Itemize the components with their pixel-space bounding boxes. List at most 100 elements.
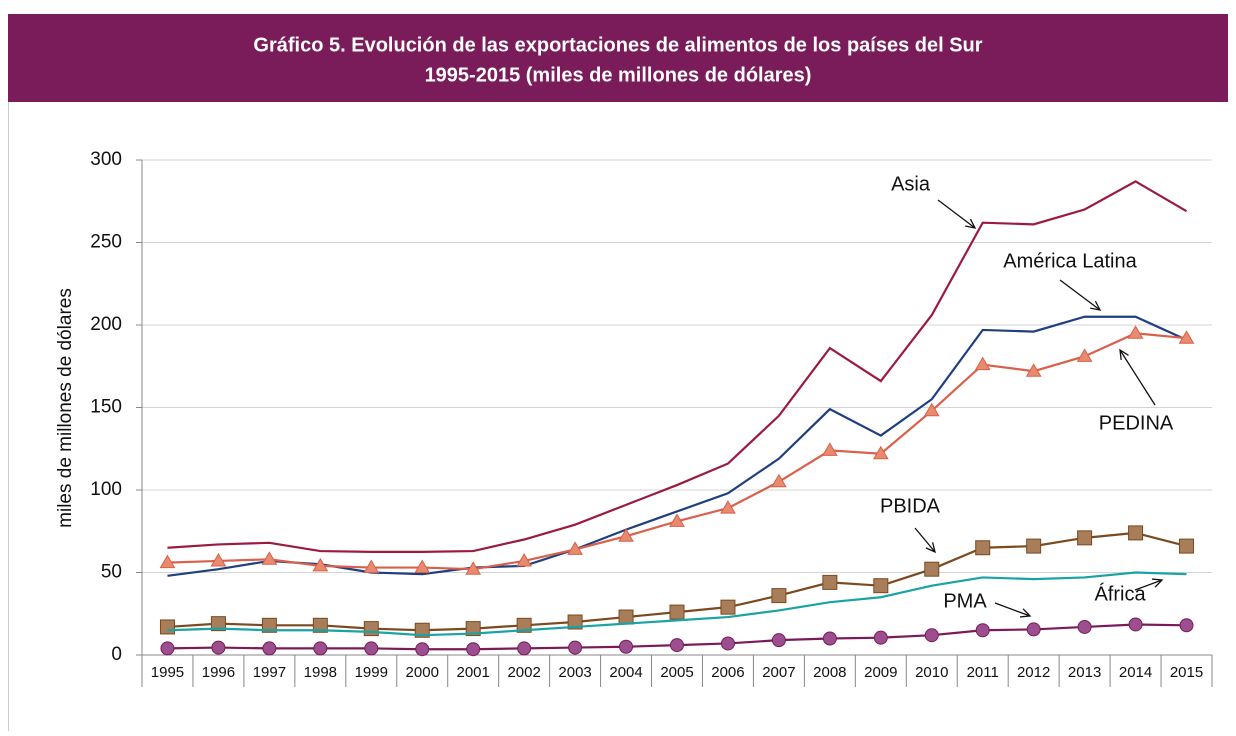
series-line (167, 180, 1188, 553)
series-label: África (1094, 582, 1146, 605)
marker (415, 642, 430, 657)
marker (1026, 622, 1041, 637)
marker (210, 616, 226, 632)
x-tick-label: 2007 (762, 664, 795, 681)
annotation-arrowhead (1090, 300, 1102, 311)
marker (465, 561, 482, 575)
annotation-arrowhead (965, 218, 977, 229)
series-line (167, 315, 1187, 577)
marker (1025, 363, 1042, 377)
marker (822, 574, 838, 590)
annotation-arrow (1059, 279, 1101, 311)
marker (516, 617, 532, 633)
annotation-arrowhead (925, 542, 936, 554)
annotation-arrow (1119, 349, 1156, 406)
marker (1128, 617, 1143, 632)
y-tick-label: 200 (90, 314, 122, 335)
marker (924, 561, 940, 577)
marker (872, 445, 889, 460)
x-tick-label: 2000 (406, 664, 439, 681)
marker (261, 617, 277, 633)
chart-title: 1995-2015 (miles de millones de dólares) (425, 64, 812, 86)
marker (1077, 530, 1093, 546)
marker (873, 630, 888, 645)
marker (210, 552, 227, 567)
series-label: PMA (943, 590, 987, 612)
marker (363, 559, 380, 574)
marker (414, 622, 430, 638)
x-tick-label: 2013 (1068, 664, 1101, 681)
marker (618, 609, 634, 625)
annotation-arrow (994, 602, 1031, 617)
marker (670, 638, 684, 653)
x-tick-label: 2010 (915, 664, 948, 681)
x-tick-label: 1996 (202, 664, 235, 681)
series-label: PBIDA (880, 495, 941, 517)
marker (363, 621, 379, 637)
marker (873, 578, 889, 594)
header-band (8, 14, 1228, 102)
marker (517, 641, 532, 656)
series-label: Asia (891, 173, 931, 195)
marker (771, 588, 787, 604)
y-axis-label: miles de millones de dólares (55, 288, 76, 528)
marker (159, 619, 175, 635)
marker (211, 640, 226, 655)
x-tick-label: 2005 (660, 664, 693, 681)
marker (1026, 538, 1042, 554)
x-tick-label: 2015 (1170, 664, 1203, 681)
x-tick-label: 2011 (967, 664, 999, 681)
x-tick-label: 2008 (813, 664, 846, 681)
x-tick-label: 2009 (864, 664, 897, 681)
annotation-arrowhead (1019, 608, 1032, 618)
marker (312, 617, 328, 633)
x-tick-label: 1998 (304, 664, 337, 681)
marker (669, 513, 685, 527)
x-tick-label: 1997 (253, 664, 286, 681)
marker (567, 541, 583, 555)
x-tick-label: 2012 (1017, 664, 1050, 681)
marker (516, 552, 533, 567)
x-tick-label: 1999 (355, 664, 388, 681)
x-tick-label: 2002 (507, 664, 540, 681)
y-tick-label: 50 (101, 562, 122, 583)
annotation-arrow (1134, 579, 1163, 591)
marker (720, 599, 736, 615)
marker (975, 540, 991, 556)
x-tick-label: 2006 (711, 664, 744, 681)
x-tick-label: 2014 (1119, 664, 1152, 681)
marker (414, 559, 431, 574)
marker (313, 641, 328, 656)
marker (1179, 618, 1194, 633)
marker (669, 604, 685, 620)
marker (720, 636, 735, 651)
marker (159, 554, 176, 569)
marker (568, 640, 583, 655)
marker (1077, 619, 1092, 634)
chart-title: Gráfico 5. Evolución de las exportacione… (253, 34, 982, 56)
marker (619, 639, 634, 654)
marker (1128, 525, 1144, 541)
annotation-arrowhead (1151, 578, 1164, 588)
marker (465, 621, 481, 637)
marker (974, 356, 991, 371)
y-tick-label: 300 (90, 149, 122, 170)
marker (771, 473, 787, 488)
y-tick-label: 250 (90, 232, 122, 253)
y-tick-label: 100 (90, 479, 122, 500)
marker (822, 631, 837, 646)
x-tick-label: 2003 (558, 664, 591, 681)
y-tick-label: 0 (111, 644, 122, 665)
marker (975, 623, 990, 638)
marker (771, 633, 786, 648)
marker (261, 551, 278, 565)
marker (923, 402, 940, 417)
series-line (167, 571, 1187, 637)
marker (1179, 538, 1195, 554)
marker (262, 641, 277, 656)
marker (567, 614, 583, 630)
marker (618, 528, 634, 542)
marker (466, 642, 481, 657)
x-tick-label: 2001 (457, 664, 490, 681)
